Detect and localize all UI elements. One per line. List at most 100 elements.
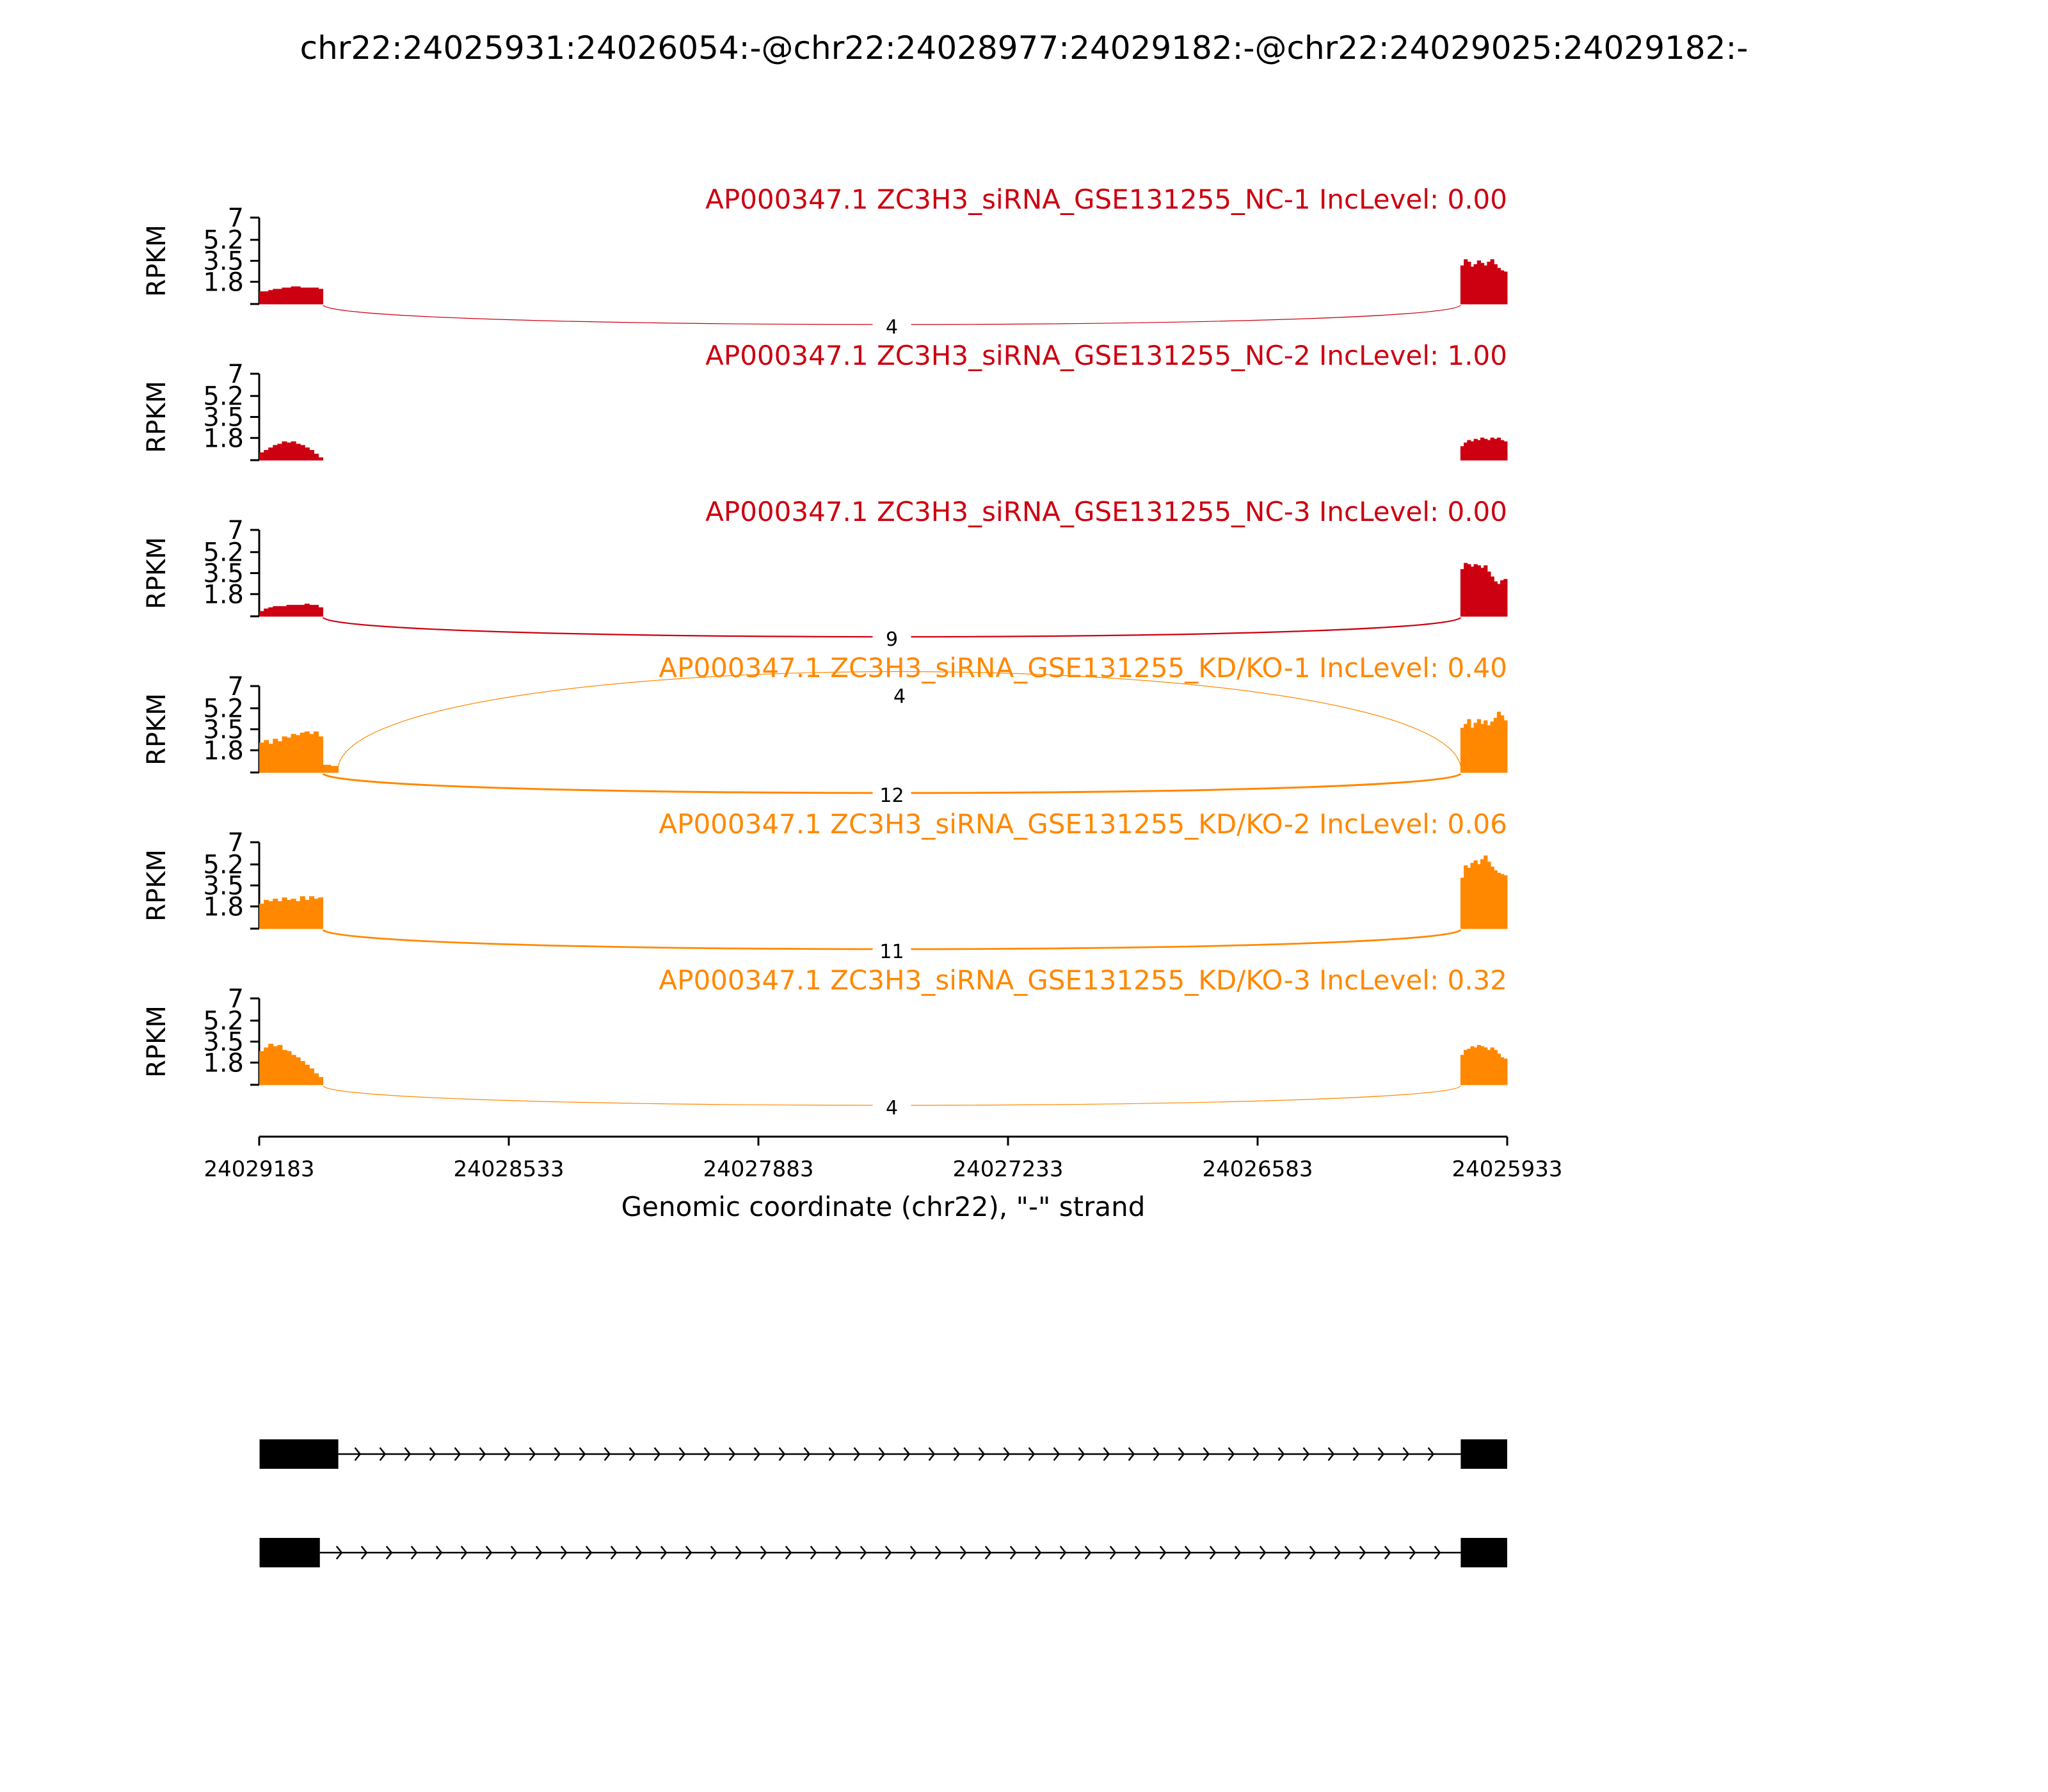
track-title: AP000347.1 ZC3H3_siRNA_GSE131255_NC-3 In… [705, 496, 1507, 527]
coverage-area [259, 1043, 324, 1085]
x-tick-label: 24025933 [1452, 1156, 1562, 1182]
junction-label: 11 [879, 941, 904, 963]
strand-arrow [1109, 1546, 1117, 1560]
strand-arrow [903, 1447, 911, 1461]
strand-arrow [1277, 1447, 1285, 1461]
strand-arrow [1259, 1546, 1267, 1560]
junction-label-bg [872, 1096, 911, 1118]
track-title: AP000347.1 ZC3H3_siRNA_GSE131255_NC-1 In… [705, 184, 1507, 215]
exon-box [1460, 1439, 1507, 1469]
x-tick-label: 24027233 [952, 1156, 1063, 1182]
strand-arrow [485, 1546, 493, 1560]
strand-arrow [1128, 1447, 1135, 1461]
junction-label-bg [872, 784, 911, 806]
strand-arrow [1209, 1546, 1217, 1560]
x-tick-label: 24027883 [703, 1156, 813, 1182]
y-tick-label: 1.8 [203, 1048, 244, 1078]
y-tick-label: 1.8 [203, 268, 244, 297]
track-title: AP000347.1 ZC3H3_siRNA_GSE131255_KD/KO-2… [659, 808, 1507, 840]
strand-arrow [1284, 1546, 1292, 1560]
strand-arrow [884, 1546, 892, 1560]
strand-arrow [535, 1546, 543, 1560]
coverage-area [1460, 1044, 1508, 1085]
y-tick-label: 7 [228, 204, 244, 233]
strand-arrow [604, 1447, 611, 1461]
strand-arrow [828, 1447, 836, 1461]
y-tick-label: 7 [228, 984, 244, 1014]
strand-arrow [628, 1447, 636, 1461]
coverage-area [1460, 712, 1508, 773]
y-axis-label: RPKM [142, 381, 172, 453]
strand-arrow [703, 1447, 711, 1461]
junction-label: 9 [886, 628, 898, 651]
strand-arrow [510, 1546, 518, 1560]
coverage-area [1460, 259, 1508, 305]
strand-arrow [354, 1447, 362, 1461]
strand-arrow [1234, 1546, 1242, 1560]
y-tick-label: 5.2 [203, 538, 244, 568]
strand-arrow [610, 1546, 618, 1560]
junction-label-bg [872, 628, 911, 650]
strand-arrow [934, 1546, 942, 1560]
track-title: AP000347.1 ZC3H3_siRNA_GSE131255_NC-2 In… [705, 340, 1507, 371]
exon-box [1460, 1538, 1507, 1567]
strand-arrow [853, 1447, 861, 1461]
y-tick-label: 7 [228, 516, 244, 545]
strand-arrow [928, 1447, 936, 1461]
track-title: AP000347.1 ZC3H3_siRNA_GSE131255_KD/KO-1… [659, 652, 1507, 684]
strand-arrow [1178, 1447, 1185, 1461]
y-tick-label: 3.5 [203, 403, 244, 433]
strand-arrow [1203, 1447, 1210, 1461]
track-2: 1.83.55.27 RPKM AP000347.1 ZC3H3_siRNA_GSE… [142, 340, 1508, 461]
strand-arrow [379, 1447, 387, 1461]
strand-arrow [1159, 1546, 1167, 1560]
strand-arrow [785, 1546, 792, 1560]
strand-arrow [1409, 1546, 1416, 1560]
strand-arrow [735, 1546, 742, 1560]
coverage-area [259, 286, 324, 305]
strand-arrow [678, 1447, 686, 1461]
strand-arrow [1352, 1447, 1360, 1461]
y-axis-label: RPKM [142, 1005, 172, 1078]
strand-arrow [335, 1546, 343, 1560]
y-axis-label: RPKM [142, 693, 172, 765]
strand-arrow [1078, 1447, 1085, 1461]
x-tick-label: 24026583 [1202, 1156, 1313, 1182]
strand-arrow [1059, 1546, 1067, 1560]
junction-arc [338, 671, 1461, 767]
strand-arrow [984, 1546, 992, 1560]
strand-arrow [1384, 1546, 1391, 1560]
strand-arrow [435, 1546, 443, 1560]
strand-arrow [1003, 1447, 1011, 1461]
y-axis-label: RPKM [142, 537, 172, 609]
exon-box [259, 1439, 339, 1469]
strand-arrow [404, 1447, 412, 1461]
strand-arrow [753, 1447, 761, 1461]
strand-arrow [1309, 1546, 1316, 1560]
strand-arrow [1427, 1447, 1435, 1461]
strand-arrow [410, 1546, 418, 1560]
strand-arrow [1359, 1546, 1366, 1560]
strand-arrow [1184, 1546, 1192, 1560]
strand-arrow [1228, 1447, 1235, 1461]
junction-label: 4 [893, 685, 906, 708]
x-axis-label: Genomic coordinate (chr22), "-" strand [621, 1191, 1146, 1222]
coverage-area [259, 604, 324, 617]
strand-arrow [385, 1546, 393, 1560]
figure-title: chr22:24025931:24026054:-@chr22:24028977… [300, 29, 1748, 67]
coverage-area [1460, 437, 1508, 461]
strand-arrow [1053, 1447, 1060, 1461]
strand-arrow [660, 1546, 668, 1560]
y-tick-label: 7 [228, 672, 244, 701]
strand-arrow [953, 1447, 961, 1461]
strand-arrow [1134, 1546, 1142, 1560]
y-tick-label: 1.8 [203, 580, 244, 609]
strand-arrow [685, 1546, 692, 1560]
strand-arrow [1252, 1447, 1260, 1461]
strand-arrow [1327, 1447, 1335, 1461]
strand-arrow [460, 1546, 468, 1560]
y-tick-label: 3.5 [203, 247, 244, 276]
strand-arrow [728, 1447, 736, 1461]
